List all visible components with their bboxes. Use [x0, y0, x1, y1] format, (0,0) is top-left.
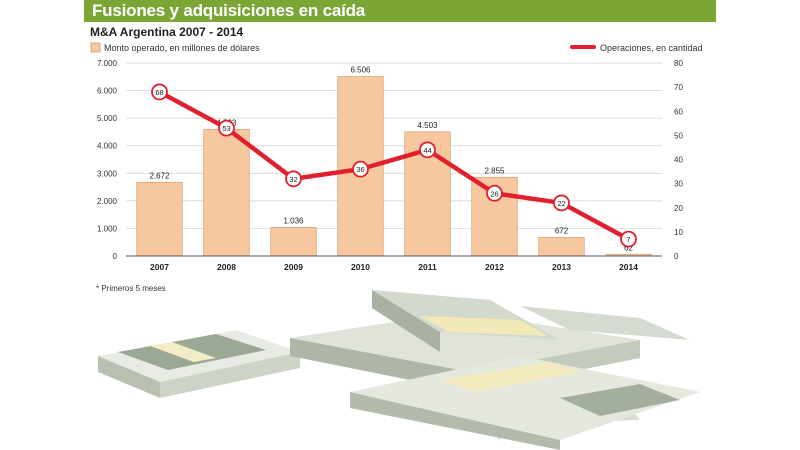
bar-data-label: 672: [555, 226, 569, 235]
line-point-label: 36: [356, 165, 364, 174]
y-left-tick-label: 3.000: [97, 169, 118, 178]
line-point-label: 68: [155, 88, 163, 97]
y-left-tick-label: 2.000: [97, 197, 118, 206]
line-markers: 68 53 32 36 44 26 22 7: [151, 83, 637, 248]
bar-2008: [203, 128, 250, 257]
line-point-2013: [553, 194, 570, 212]
y-right-tick-label: 40: [674, 156, 683, 165]
y-right-tick-label: 70: [674, 83, 683, 92]
y-left-tick-label: 7.000: [97, 59, 118, 68]
x-tick-label: 2012: [485, 262, 504, 272]
line-point-2009: [285, 170, 302, 188]
y-right-tick-label: 80: [674, 59, 683, 68]
line-point-2010: [352, 160, 369, 178]
line-point-label: 44: [423, 146, 431, 155]
y-left-tick-label: 6.000: [97, 87, 118, 96]
x-tick-label: 2013: [552, 262, 571, 272]
y-right-tick-label: 30: [674, 180, 683, 189]
line-point-label: 7: [626, 235, 630, 244]
line-series: [157, 89, 631, 242]
line-point-2008: [218, 119, 235, 137]
line-point-label: 32: [289, 175, 297, 184]
x-tick-label: 2007: [150, 262, 169, 272]
line-point-2011: [419, 141, 436, 159]
bar-data-label: 1.036: [283, 216, 304, 225]
bar-data-label: 2.672: [149, 171, 170, 180]
operations-line: [157, 89, 631, 242]
legend-bar-swatch: [90, 42, 101, 53]
line-point-2014: [620, 230, 637, 248]
bill-stack-front: [350, 356, 700, 450]
bar-data-label: 6.506: [350, 66, 371, 75]
footnote: * Primeros 5 meses: [96, 284, 166, 293]
bar-2007: [136, 181, 183, 257]
y-axis-right: 0 10 20 30 40 50 60 70 80: [674, 59, 683, 261]
x-tick-label: 2014: [619, 262, 638, 272]
chart-title: M&A Argentina 2007 - 2014: [90, 25, 243, 39]
y-right-tick-label: 0: [674, 252, 679, 261]
bar-data-label: 4.503: [417, 121, 438, 130]
bill-stack-left: [98, 330, 300, 398]
x-tick-label: 2010: [351, 262, 370, 272]
bar-data-label: 62: [624, 243, 633, 252]
legend-line-label: Operaciones, en cantidad: [600, 43, 703, 53]
line-point-label: 22: [557, 199, 565, 208]
line-point-2007: [151, 83, 168, 101]
y-axis-left: 0 1.000 2.000 3.000 4.000 5.000 6.000 7.000: [97, 59, 118, 261]
y-right-tick-label: 20: [674, 204, 683, 213]
line-point-label: 26: [490, 189, 498, 198]
y-right-tick-label: 10: [674, 228, 683, 237]
y-left-tick-label: 0: [113, 252, 118, 261]
bars: [136, 76, 652, 257]
x-tick-label: 2009: [284, 262, 303, 272]
y-left-tick-label: 5.000: [97, 114, 118, 123]
legend-bar-label: Monto operado, en millones de dólares: [104, 43, 260, 53]
y-left-tick-label: 4.000: [97, 142, 118, 151]
x-tick-label: 2008: [217, 262, 236, 272]
y-right-tick-label: 60: [674, 107, 683, 116]
x-axis: 2007 2008 2009 2010 2011 2012 2013 2014: [150, 262, 638, 272]
y-left-tick-label: 1.000: [97, 224, 118, 233]
x-tick-label: 2011: [418, 262, 437, 272]
bar-data-label: 2.855: [484, 166, 505, 175]
line-point-2012: [486, 184, 503, 202]
line-point-label: 53: [222, 124, 230, 133]
title-banner: Fusiones y adquisiciones en caída: [84, 0, 716, 22]
y-right-tick-label: 50: [674, 131, 683, 140]
banner-title: Fusiones y adquisiciones en caída: [92, 1, 366, 20]
bar-2009: [270, 227, 317, 257]
